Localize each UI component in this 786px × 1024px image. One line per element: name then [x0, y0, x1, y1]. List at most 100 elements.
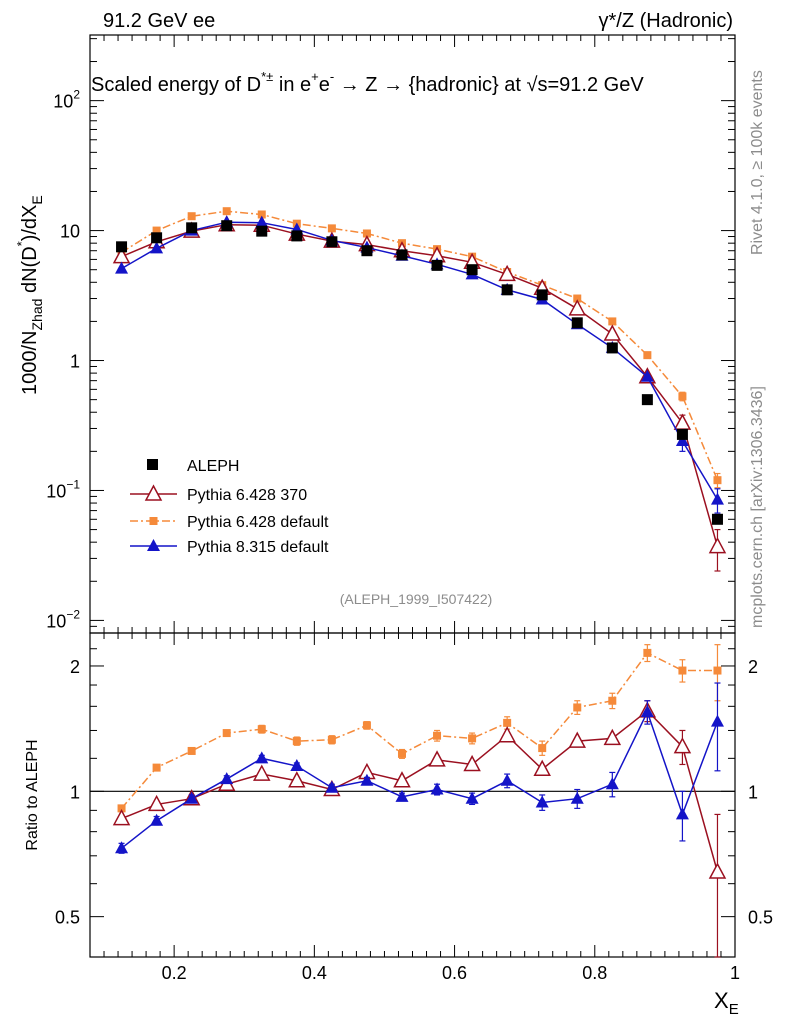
- point-data: [151, 232, 163, 244]
- ylabel-part-1: 1000/N: [19, 331, 41, 396]
- header-right: γ*/Z (Hadronic): [599, 10, 733, 32]
- point-p6_default: [713, 476, 722, 485]
- point-p6_370: [603, 728, 622, 746]
- title-part-1: Scaled energy of D: [91, 74, 261, 96]
- series-line-p6_default: [121, 210, 719, 481]
- point-p8: [675, 807, 689, 820]
- y-tick-base: 1: [70, 352, 80, 372]
- point-p6_370: [463, 754, 481, 772]
- point-p6_default: [327, 224, 336, 233]
- title-sup-2: +: [311, 69, 319, 84]
- point-p8: [185, 791, 199, 804]
- point-p8: [255, 751, 269, 764]
- point-p6_default: [152, 226, 161, 235]
- rivet-version-text: Rivet 4.1.0, ≥ 100k events: [749, 70, 766, 255]
- point-p6_default: [678, 392, 687, 401]
- point-p6_370: [603, 324, 622, 341]
- point-p6_default: [608, 317, 617, 326]
- point-data: [571, 317, 583, 329]
- point-data: [396, 249, 408, 261]
- point-p6_default: [538, 744, 547, 753]
- y-tick-label-main: 10−2: [46, 607, 80, 631]
- analysis-id: (ALEPH_1999_I507422): [340, 591, 493, 607]
- point-p6_default: [433, 731, 442, 740]
- point-p6_370: [568, 299, 587, 316]
- xlabel-sub: E: [729, 1001, 739, 1018]
- point-p8: [150, 241, 164, 254]
- legend: ALEPH Pythia 6.428 370 Pythia 6.428 defa…: [130, 458, 329, 556]
- point-p8: [535, 795, 549, 808]
- point-p8: [465, 791, 479, 804]
- y-tick-label-ratio-right: 0.5: [748, 908, 773, 928]
- point-data: [536, 289, 548, 301]
- x-tick-label: 0.2: [162, 963, 187, 983]
- point-p6_370: [498, 726, 516, 743]
- point-p8: [640, 369, 654, 382]
- xlabel-main: X: [714, 988, 729, 1013]
- point-p6_default: [257, 210, 266, 219]
- point-p8: [675, 434, 689, 447]
- legend-label-p8: Pythia 8.315 default: [187, 539, 329, 556]
- y-tick-label-main: 10: [60, 222, 80, 242]
- point-p8: [115, 261, 129, 274]
- point-p8: [115, 841, 129, 854]
- point-p6_default: [292, 737, 301, 746]
- point-p8: [220, 772, 234, 785]
- point-data: [466, 264, 478, 276]
- point-p8: [710, 714, 724, 727]
- point-p6_default: [362, 229, 371, 238]
- x-axis-label: XE: [714, 988, 739, 1018]
- point-p6_default: [222, 207, 231, 216]
- legend-label-p6-default: Pythia 6.428 default: [187, 514, 329, 531]
- point-data: [711, 513, 723, 525]
- point-p6_370: [147, 794, 166, 812]
- point-p8: [500, 773, 514, 786]
- point-data: [606, 342, 618, 354]
- plot-title: Scaled energy of D*± in e+e- → Z → {hadr…: [91, 69, 644, 96]
- y-tick-label-ratio-right: 1: [748, 782, 758, 802]
- y-tick-label-main: 102: [53, 88, 80, 112]
- point-data: [641, 394, 653, 406]
- y-tick-label-main: 1: [70, 352, 80, 372]
- legend-marker-p8: [147, 539, 160, 551]
- point-p8: [640, 705, 654, 718]
- point-p6_370: [498, 264, 516, 282]
- point-p6_370: [112, 808, 131, 826]
- point-p6_370: [708, 536, 727, 554]
- point-p6_default: [117, 804, 126, 813]
- ratio-axis-ticks: 0.2 0.4 0.6 0.8 1 0.5 0.5 1 1 2 2: [55, 633, 773, 983]
- point-p8: [395, 789, 409, 802]
- point-p6_default: [643, 648, 652, 657]
- ylabel-sub-1: Zhad: [29, 299, 45, 331]
- point-p6_default: [608, 696, 617, 705]
- point-p6_370: [253, 764, 271, 781]
- y-tick-label-ratio: 2: [70, 657, 80, 677]
- point-p6_370: [288, 771, 306, 788]
- series-line-p8: [121, 710, 719, 849]
- point-p8: [150, 813, 164, 826]
- point-p6_default: [222, 729, 231, 738]
- point-p8: [605, 777, 619, 790]
- title-part-3: e: [319, 74, 330, 96]
- point-p6_default: [503, 718, 512, 727]
- series-line-p6_370: [121, 223, 719, 547]
- point-p8: [325, 780, 339, 793]
- title-sup-1: *±: [261, 69, 273, 84]
- ylabel-part-2: dN(D: [19, 246, 41, 298]
- title-part-2: in e: [273, 74, 311, 96]
- sqrt-sign: √: [527, 74, 538, 96]
- point-p8: [290, 759, 304, 772]
- ylabel-sub-2: E: [29, 195, 45, 204]
- point-data: [186, 222, 198, 234]
- point-p6_default: [573, 703, 582, 712]
- y-tick-exponent: −2: [66, 607, 80, 621]
- ylabel-sup: *: [14, 241, 29, 246]
- point-data: [221, 220, 233, 232]
- point-data: [116, 241, 128, 253]
- y-tick-base: 10: [53, 92, 73, 112]
- point-p8: [360, 773, 374, 786]
- x-tick-label: 0.6: [442, 963, 467, 983]
- legend-marker-aleph: [147, 459, 158, 470]
- point-p8: [430, 782, 444, 795]
- title-part-4: → Z → {hadronic} at: [334, 74, 526, 96]
